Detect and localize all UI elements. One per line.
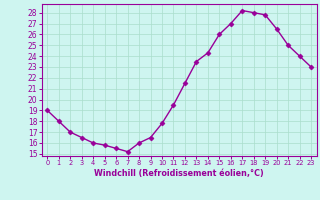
X-axis label: Windchill (Refroidissement éolien,°C): Windchill (Refroidissement éolien,°C) [94, 169, 264, 178]
